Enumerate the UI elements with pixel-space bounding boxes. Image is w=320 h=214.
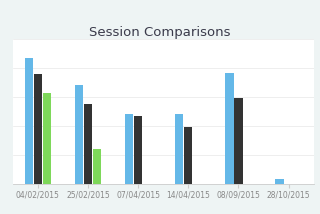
Text: Session Comparisons: Session Comparisons — [89, 26, 231, 39]
Bar — [234, 98, 243, 184]
Bar — [134, 116, 142, 184]
Bar — [225, 73, 234, 184]
Bar — [43, 93, 51, 184]
Bar — [75, 85, 83, 184]
Bar — [125, 114, 133, 184]
Bar — [34, 74, 42, 184]
Bar — [25, 58, 33, 184]
Bar — [184, 127, 192, 184]
Bar — [84, 104, 92, 184]
Bar — [275, 179, 284, 184]
Bar — [93, 149, 101, 184]
Bar — [175, 114, 183, 184]
